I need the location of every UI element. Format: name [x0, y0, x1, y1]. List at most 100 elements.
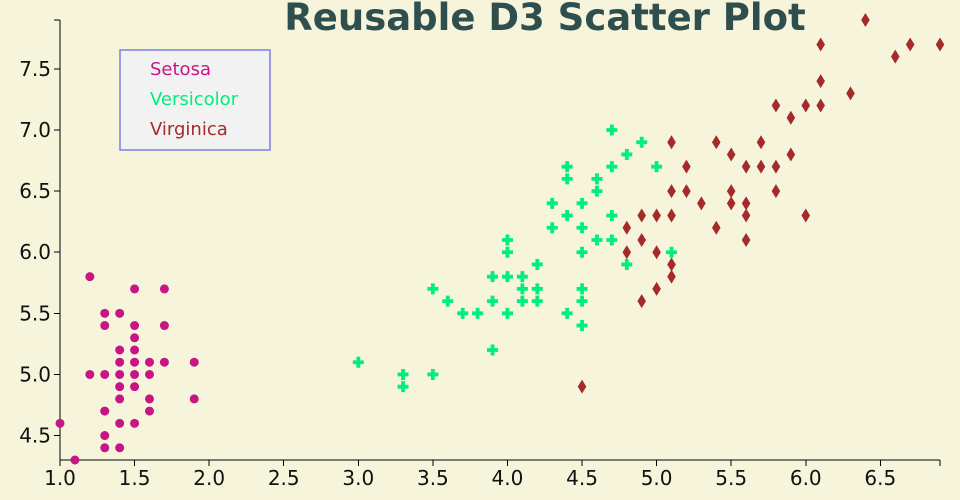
- data-point-virginica: [890, 49, 900, 64]
- data-point-setosa: [159, 321, 169, 331]
- data-point-virginica: [637, 208, 646, 223]
- data-point-versicolor: [397, 381, 409, 393]
- x-tick-label: 6.5: [864, 466, 896, 490]
- data-point-virginica: [726, 196, 736, 211]
- data-point-versicolor: [427, 283, 439, 295]
- data-point-virginica: [741, 159, 751, 174]
- data-point-virginica: [667, 208, 676, 223]
- data-point-setosa: [115, 369, 125, 379]
- data-point-setosa: [100, 443, 110, 453]
- data-point-virginica: [667, 257, 676, 272]
- data-point-virginica: [622, 220, 632, 235]
- data-point-versicolor: [487, 271, 499, 283]
- legend-label-versicolor: Versicolor: [150, 89, 239, 110]
- data-point-virginica: [697, 196, 706, 211]
- data-point-versicolor: [561, 161, 573, 173]
- x-tick-label: 3.0: [342, 466, 374, 490]
- data-point-versicolor: [621, 258, 633, 270]
- data-points: [55, 13, 945, 465]
- chart-title: Reusable D3 Scatter Plot: [284, 0, 805, 39]
- data-point-setosa: [100, 321, 110, 331]
- data-point-setosa: [130, 321, 140, 331]
- data-point-virginica: [577, 379, 587, 394]
- data-point-virginica: [816, 37, 825, 52]
- data-point-virginica: [682, 159, 691, 174]
- x-tick-label: 4.5: [566, 466, 598, 490]
- data-point-virginica: [622, 245, 632, 260]
- data-point-virginica: [711, 135, 721, 150]
- data-point-versicolor: [516, 283, 528, 295]
- x-tick-label: 2.5: [268, 466, 300, 490]
- data-point-setosa: [144, 369, 154, 379]
- y-tick-label: 6.5: [19, 179, 51, 203]
- data-point-setosa: [144, 394, 154, 404]
- data-point-versicolor: [457, 307, 469, 319]
- data-point-virginica: [741, 208, 751, 223]
- data-point-virginica: [682, 184, 691, 199]
- x-tick-label: 4.0: [492, 466, 524, 490]
- x-tick-label: 5.5: [715, 466, 747, 490]
- data-point-setosa: [100, 431, 110, 441]
- data-point-versicolor: [666, 246, 678, 258]
- data-point-setosa: [130, 382, 140, 392]
- data-point-versicolor: [442, 295, 454, 307]
- data-point-versicolor: [651, 161, 663, 173]
- data-point-virginica: [652, 208, 661, 223]
- x-tick-label: 2.0: [193, 466, 225, 490]
- data-point-versicolor: [606, 210, 618, 222]
- data-point-versicolor: [487, 344, 499, 356]
- data-point-versicolor: [501, 271, 513, 283]
- data-point-versicolor: [531, 283, 543, 295]
- data-point-versicolor: [501, 246, 513, 258]
- data-point-setosa: [115, 443, 125, 453]
- data-point-setosa: [100, 308, 110, 318]
- data-point-virginica: [711, 220, 721, 235]
- data-point-virginica: [861, 13, 870, 27]
- y-tick-label: 4.5: [19, 424, 51, 448]
- data-point-versicolor: [487, 295, 499, 307]
- data-point-virginica: [726, 147, 736, 162]
- data-point-virginica: [637, 233, 646, 247]
- axes: 1.0 1.5 2.0 2.5 3.0 3.5 4.0 4.5 5.0 5.5 6.0 6.5 4.5 5…: [19, 19, 941, 490]
- data-point-virginica: [667, 269, 676, 284]
- legend-box: [119, 49, 271, 151]
- data-point-virginica: [935, 37, 945, 52]
- data-point-setosa: [159, 357, 169, 367]
- data-point-versicolor: [576, 222, 588, 234]
- data-point-versicolor: [606, 234, 618, 246]
- data-point-versicolor: [472, 307, 484, 319]
- series-versicolor: [352, 124, 678, 393]
- data-point-setosa: [115, 418, 125, 428]
- data-point-versicolor: [591, 173, 603, 185]
- data-point-setosa: [115, 357, 125, 367]
- data-point-virginica: [637, 294, 646, 309]
- data-point-virginica: [652, 245, 661, 260]
- data-point-virginica: [667, 184, 676, 199]
- data-point-virginica: [801, 98, 811, 113]
- data-point-versicolor: [501, 307, 513, 319]
- data-point-versicolor: [546, 222, 558, 234]
- x-tick-label: 3.5: [417, 466, 449, 490]
- data-point-virginica: [771, 159, 781, 174]
- data-point-versicolor: [352, 356, 364, 368]
- data-point-versicolor: [636, 136, 648, 148]
- data-point-setosa: [130, 357, 140, 367]
- data-point-virginica: [771, 98, 781, 113]
- data-point-setosa: [144, 406, 154, 416]
- data-point-versicolor: [501, 234, 513, 246]
- data-point-versicolor: [531, 295, 543, 307]
- y-tick-label: 6.0: [19, 240, 51, 264]
- data-point-setosa: [130, 369, 140, 379]
- data-point-versicolor: [516, 271, 528, 283]
- data-point-virginica: [771, 184, 781, 199]
- data-point-setosa: [115, 382, 125, 392]
- data-point-versicolor: [546, 197, 558, 209]
- data-point-virginica: [816, 74, 825, 89]
- data-point-versicolor: [561, 173, 573, 185]
- data-point-versicolor: [576, 295, 588, 307]
- x-tick-label: 5.0: [641, 466, 673, 490]
- data-point-virginica: [756, 135, 766, 150]
- data-point-virginica: [801, 208, 811, 223]
